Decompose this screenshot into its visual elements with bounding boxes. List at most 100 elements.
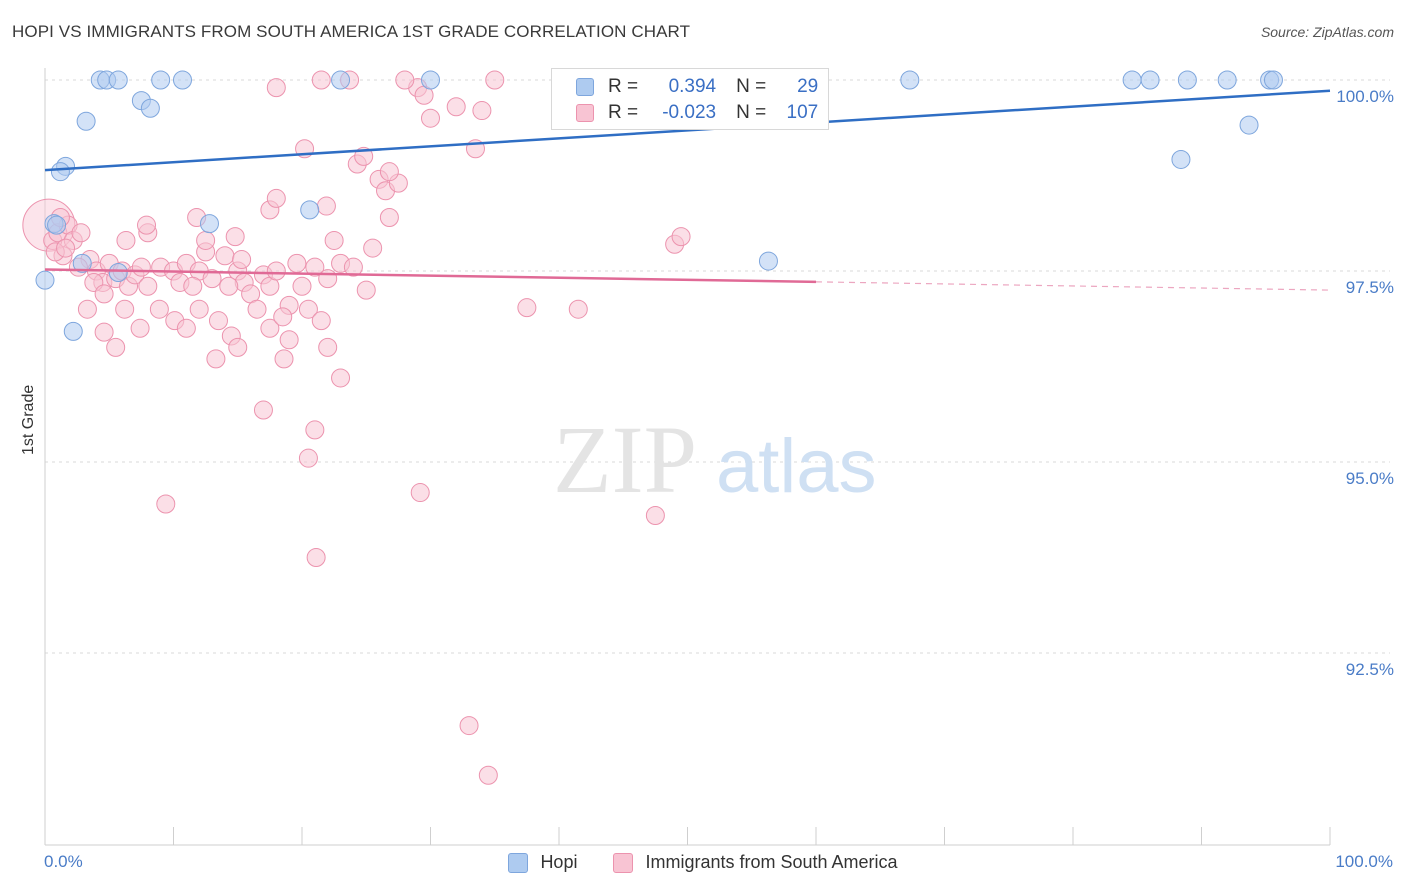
series-legend-hopi[interactable]: Hopi	[508, 852, 577, 873]
immigrants-point	[645, 505, 665, 525]
hopi-point	[140, 98, 160, 118]
hopi-trend-line	[44, 89, 1331, 172]
immigrants-point	[318, 337, 338, 357]
y-tick-label-95: 95.0%	[1345, 469, 1394, 488]
immigrants-point	[459, 716, 479, 736]
immigrants-point	[363, 238, 383, 258]
x-tick-label-0: 0.0%	[44, 852, 83, 871]
immigrants-point	[517, 298, 537, 318]
hopi-point	[331, 70, 351, 90]
immigrants-point	[156, 494, 176, 514]
legend-r-label: R =	[608, 76, 639, 97]
immigrants-point	[266, 261, 286, 281]
hopi-point	[172, 70, 192, 90]
immigrants-point	[115, 299, 135, 319]
immigrants-point	[331, 368, 351, 388]
hopi-point	[421, 70, 440, 90]
immigrants-point	[279, 330, 299, 350]
immigrants-point	[56, 238, 76, 258]
immigrants-point	[298, 448, 318, 468]
immigrants-point	[305, 257, 325, 277]
immigrants-point	[343, 257, 363, 277]
hopi-point	[76, 111, 96, 131]
immigrants-point	[77, 299, 97, 319]
immigrants-point	[287, 253, 307, 273]
immigrants-point	[94, 284, 114, 304]
immigrants-point	[228, 337, 248, 357]
hopi-point	[47, 215, 67, 235]
immigrants-point	[472, 101, 492, 121]
immigrants-point	[671, 227, 691, 247]
immigrants-point	[138, 276, 158, 296]
immigrants-point	[318, 269, 338, 289]
correlation-legend: R = 0.394 N = 29 R = -0.023 N = 107	[551, 68, 829, 130]
hopi-point	[1171, 149, 1191, 169]
y-axis-label: 1st Grade	[20, 384, 37, 455]
series-legend-label-immigrants: Immigrants from South America	[645, 852, 898, 872]
hopi-point	[1239, 115, 1259, 135]
immigrants-point	[247, 299, 267, 319]
immigrants-point	[410, 483, 430, 503]
axes	[44, 68, 1331, 846]
immigrants-point	[149, 299, 169, 319]
immigrants-point	[311, 70, 331, 90]
immigrants-point	[206, 349, 226, 369]
immigrants-point	[446, 97, 466, 117]
hopi-point	[35, 270, 55, 290]
series-legend-swatch-hopi	[508, 852, 529, 873]
hopi-point	[758, 251, 778, 271]
hopi-point	[50, 162, 70, 182]
immigrants-point	[316, 196, 336, 216]
trend-lines	[44, 89, 1331, 291]
legend-swatch-hopi	[576, 78, 594, 96]
hopi-point	[72, 253, 92, 273]
hopi-point	[300, 200, 320, 220]
legend-r-value-hopi: 0.394	[668, 76, 717, 97]
immigrants-trend-line	[44, 268, 817, 284]
hopi-point	[1140, 70, 1160, 90]
immigrants-point	[202, 269, 222, 289]
immigrants-point	[196, 230, 216, 250]
immigrants-point	[225, 227, 245, 247]
immigrants-point	[106, 337, 126, 357]
immigrants-point	[71, 223, 91, 243]
immigrants-point	[266, 78, 286, 98]
immigrants-point	[485, 70, 505, 90]
immigrants-point	[298, 299, 318, 319]
series-legend-label-hopi: Hopi	[540, 852, 578, 872]
series-hopi-points	[35, 70, 1283, 341]
series-legend-immigrants[interactable]: Immigrants from South America	[613, 852, 898, 873]
watermark-atlas: atlas	[716, 424, 877, 509]
y-tick-label-100: 100.0%	[1336, 87, 1394, 106]
source-label: Source: ZipAtlas.com	[1260, 24, 1394, 40]
hopi-point	[63, 321, 83, 341]
series-legend: Hopi Immigrants from South America	[0, 852, 1406, 873]
immigrants-point	[311, 311, 331, 331]
immigrants-point	[131, 257, 151, 277]
y-tick-label-97-5: 97.5%	[1345, 278, 1394, 297]
hopi-point	[1263, 70, 1283, 90]
y-tick-label-92-5: 92.5%	[1345, 660, 1394, 679]
legend-n-label: N =	[736, 76, 767, 97]
immigrants-point	[189, 299, 209, 319]
immigrants-point	[253, 400, 273, 420]
immigrants-point	[306, 548, 326, 567]
immigrants-point	[273, 307, 293, 327]
immigrants-point	[324, 230, 344, 250]
hopi-point	[1217, 70, 1237, 90]
immigrants-point	[176, 318, 196, 338]
hopi-point	[108, 263, 128, 283]
immigrants-point	[478, 765, 498, 785]
series-immigrants-points	[22, 70, 691, 785]
hopi-point	[900, 70, 920, 90]
watermark-zip: ZIP	[553, 406, 697, 513]
immigrants-point	[568, 299, 588, 319]
immigrants-point	[208, 311, 228, 331]
legend-n-value-immigrants: 107	[786, 102, 819, 123]
immigrants-point	[260, 318, 280, 338]
legend-row-hopi: R = 0.394 N = 29	[576, 75, 818, 99]
immigrants-point	[379, 162, 399, 182]
immigrants-point	[421, 108, 440, 128]
immigrants-point	[395, 70, 415, 90]
